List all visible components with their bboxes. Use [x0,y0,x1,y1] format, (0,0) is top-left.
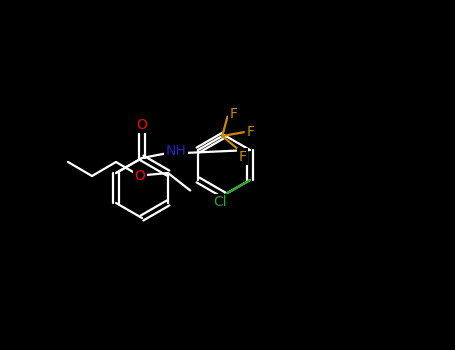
Text: F: F [229,107,238,121]
Text: F: F [247,125,255,139]
Text: Cl: Cl [213,195,227,209]
Text: F: F [238,150,247,164]
Text: O: O [136,118,147,132]
Text: O: O [135,169,146,183]
Text: NH: NH [166,144,187,158]
